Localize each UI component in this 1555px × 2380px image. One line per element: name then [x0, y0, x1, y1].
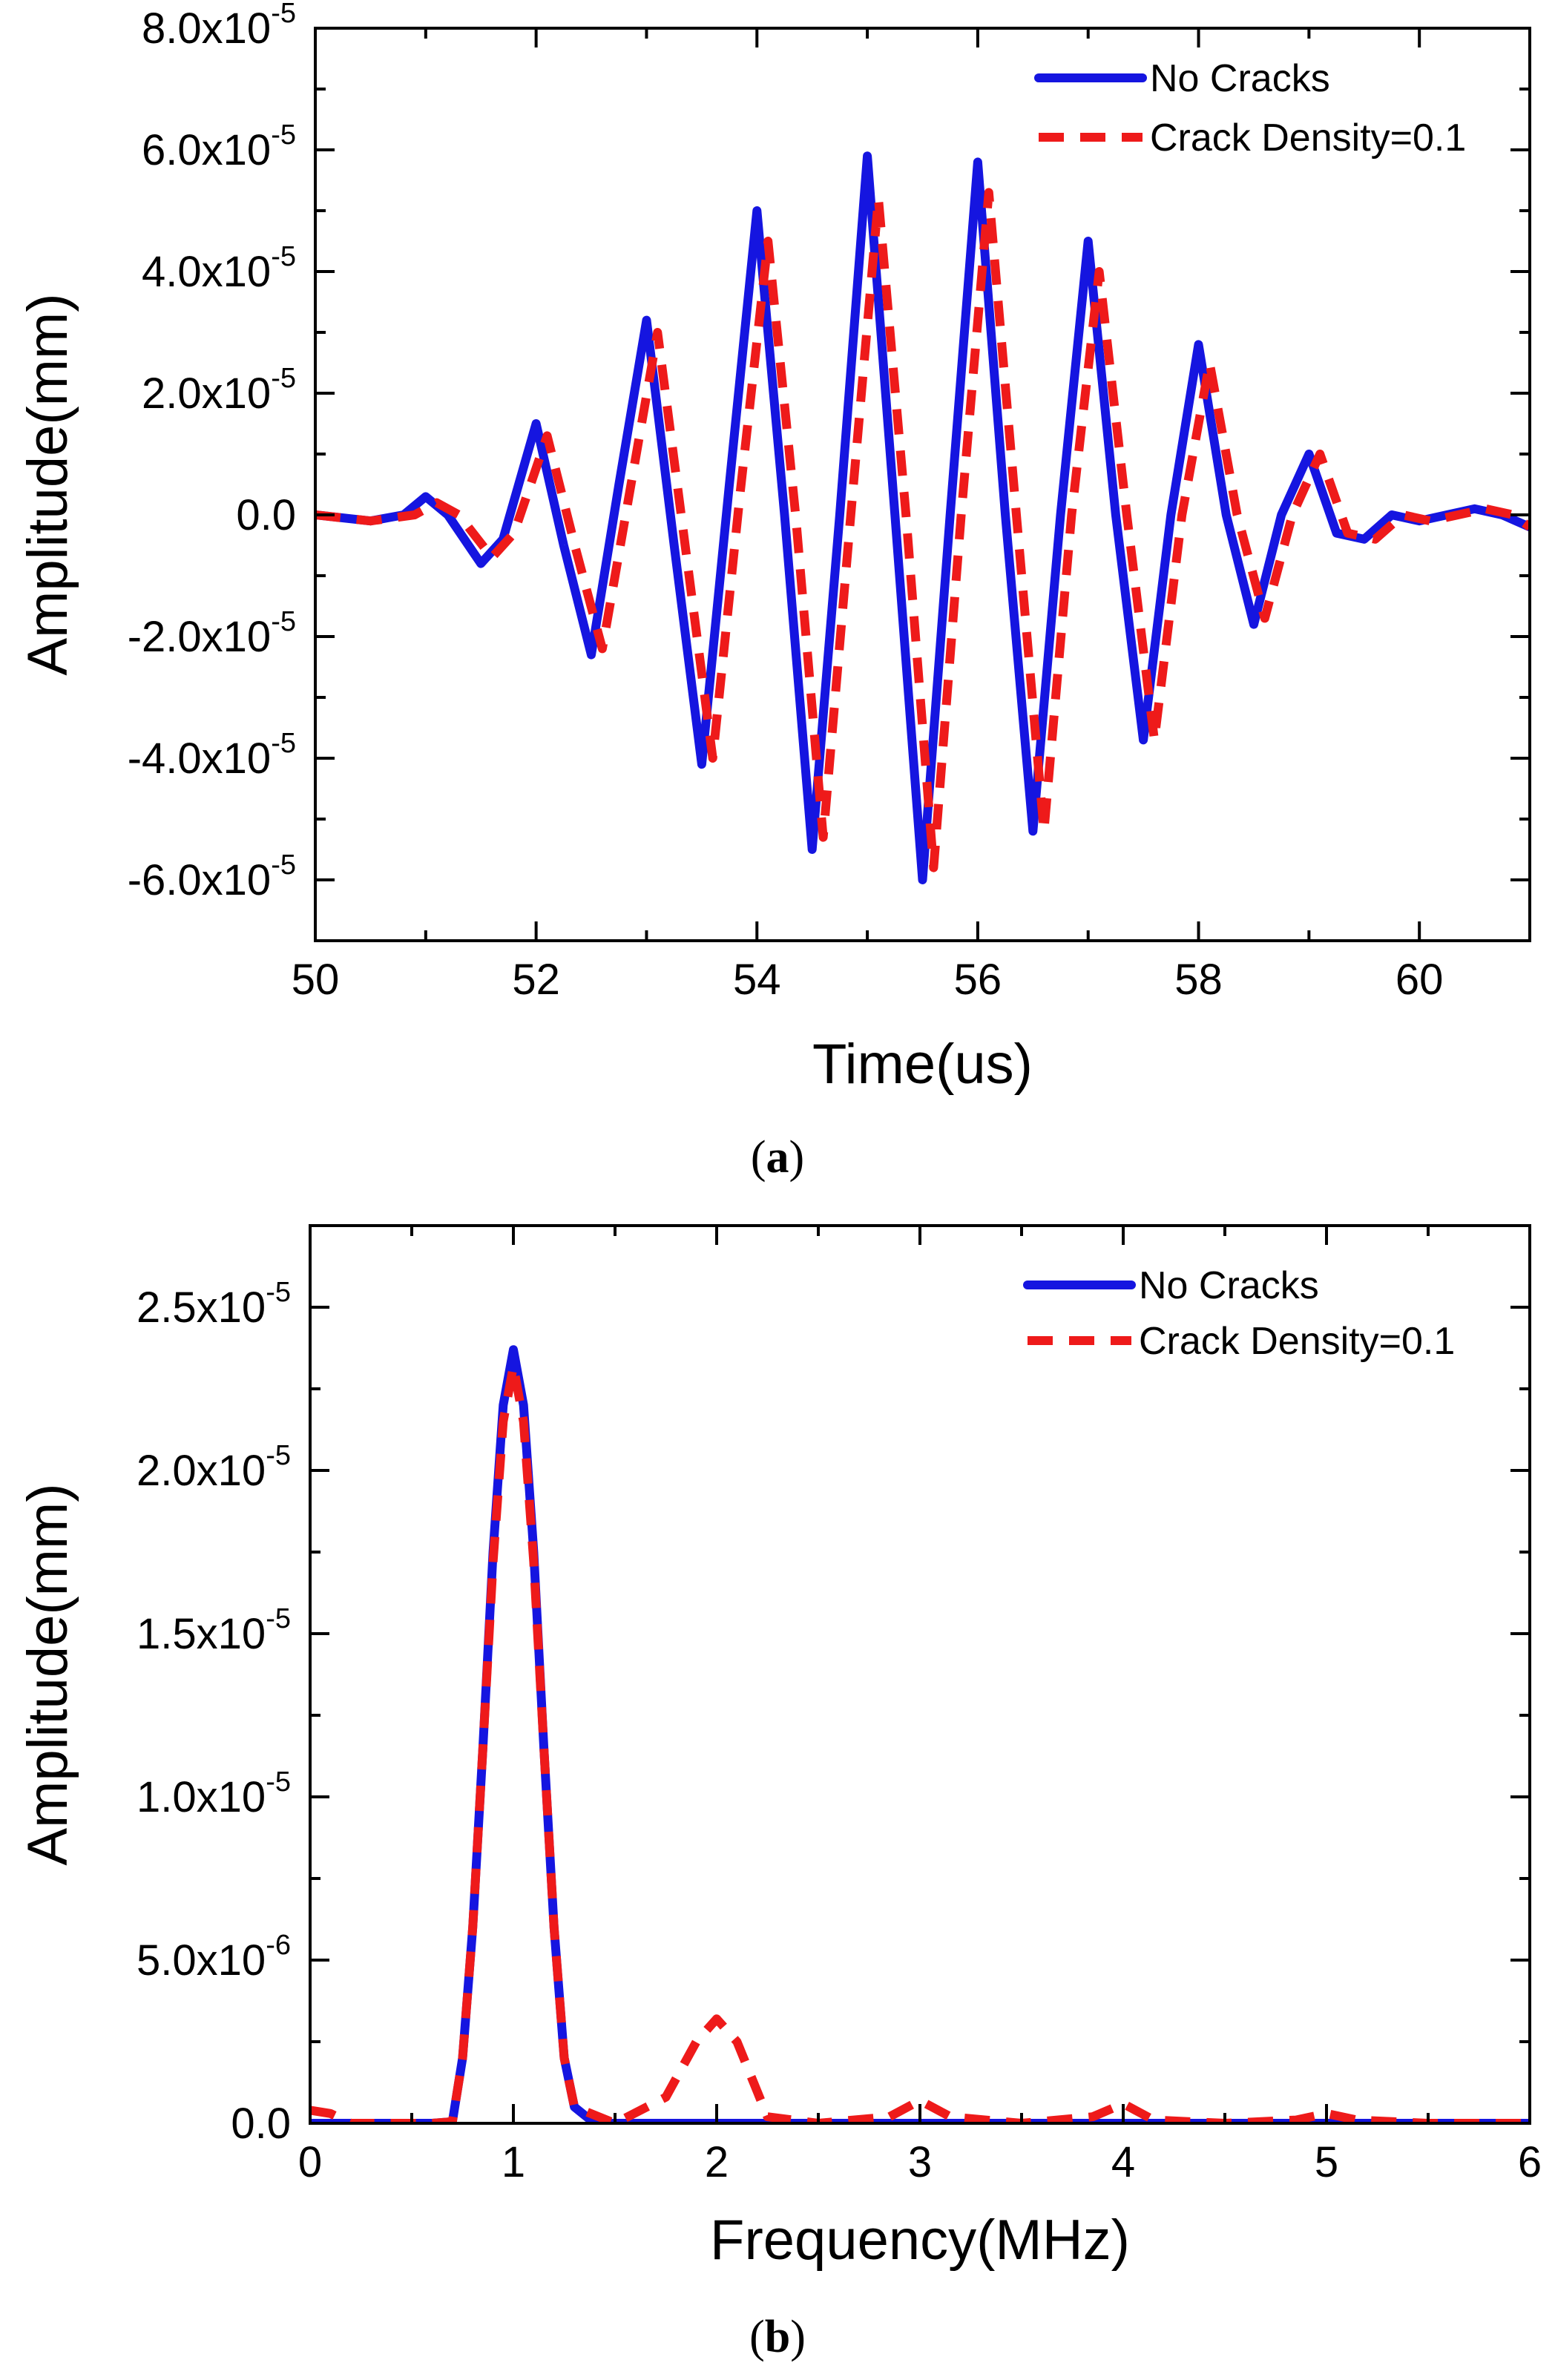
series-line-no-cracks — [315, 151, 1530, 884]
y-tick-label: 1.5x10-5 — [137, 1603, 291, 1658]
y-tick-label: 4.0x10-5 — [142, 241, 296, 296]
y-tick-label: 2.0x10-5 — [137, 1440, 291, 1495]
caption-a: (a) — [751, 1132, 804, 1183]
x-tick-label: 2 — [705, 2138, 729, 2186]
x-tick-label: 58 — [1174, 956, 1223, 1004]
chart-panel-a: 50 52 54 56 58 60 -6.0x10-5 -4.0x10-5 -2.0x10-5 0… — [16, 0, 1531, 1096]
y-tick-label: 8.0x10-5 — [142, 0, 296, 53]
series-line-crack-density — [315, 188, 1530, 872]
y-tick-label: 0.0 — [236, 491, 296, 539]
x-tick-label: 1 — [502, 2138, 525, 2186]
x-axis-title: Frequency(MHz) — [710, 2209, 1130, 2272]
x-axis-title: Time(us) — [812, 1033, 1033, 1096]
x-tick-label: 5 — [1315, 2138, 1338, 2186]
y-axis-title: Amplitude(mm) — [16, 293, 79, 675]
x-tick-label: 6 — [1518, 2138, 1542, 2186]
y-tick-label: 2.5x10-5 — [137, 1277, 291, 1332]
y-tick-label: 5.0x10-6 — [137, 1930, 291, 1985]
caption-b-letter: b — [765, 2312, 790, 2362]
x-tick-label: 54 — [733, 956, 781, 1004]
x-tick-label: 3 — [908, 2138, 932, 2186]
legend-label-crack-density: Crack Density=0.1 — [1139, 1320, 1455, 1363]
x-tick-label: 56 — [954, 956, 1002, 1004]
series-line-crack-density — [310, 1361, 1530, 2123]
legend-label-crack-density: Crack Density=0.1 — [1150, 116, 1466, 160]
x-tick-label: 4 — [1111, 2138, 1135, 2186]
legend-label-no-cracks: No Cracks — [1150, 57, 1330, 100]
legend-label-no-cracks: No Cracks — [1139, 1264, 1319, 1307]
y-tick-label: -6.0x10-5 — [128, 849, 296, 904]
caption-a-letter: a — [766, 1132, 789, 1183]
y-tick-label: -2.0x10-5 — [128, 606, 296, 661]
y-tick-label: 2.0x10-5 — [142, 363, 296, 418]
caption-b: (b) — [749, 2312, 806, 2362]
y-axis-title: Amplitude(mm) — [16, 1483, 79, 1865]
y-tick-label: -4.0x10-5 — [128, 728, 296, 783]
x-tick-label: 50 — [292, 956, 340, 1004]
y-tick-label: 1.0x10-5 — [137, 1766, 291, 1821]
series-line-no-cracks — [310, 1345, 1530, 2123]
x-tick-label: 60 — [1395, 956, 1444, 1004]
y-tick-label: 0.0 — [231, 2100, 291, 2148]
chart-panel-b: 0 1 2 3 4 5 6 0.0 5.0x10-6 1.0x10-5 1.5x10-5 2.0x10… — [16, 1224, 1542, 2272]
x-tick-label: 52 — [512, 956, 560, 1004]
x-tick-label: 0 — [298, 2138, 322, 2186]
plot-frame — [314, 27, 1531, 942]
y-tick-label: 6.0x10-5 — [142, 119, 296, 174]
